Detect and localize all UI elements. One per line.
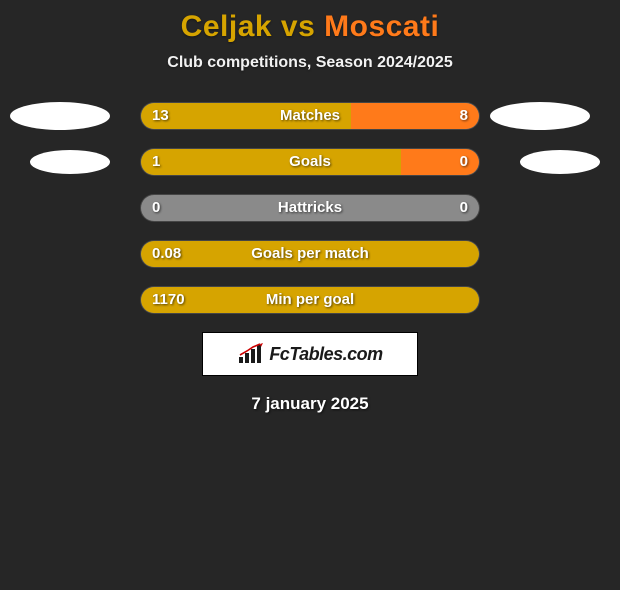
bar-track [140,148,480,176]
bar-segment-left [141,287,479,313]
subtitle: Club competitions, Season 2024/2025 [0,54,620,72]
title-player1: Celjak [181,10,272,43]
decorative-ellipse [10,102,110,130]
bar-row: Goals per match0.08 [0,240,620,268]
bar-row: Hattricks00 [0,194,620,222]
logo-box: FcTables.com [202,332,418,376]
bar-segment-right [351,103,479,129]
title-player2: Moscati [324,10,439,43]
decorative-ellipse [490,102,590,130]
bar-segment-right [401,149,479,175]
bar-track [140,102,480,130]
bar-track [140,286,480,314]
bar-segment-left [141,241,479,267]
bar-segment-left [141,149,401,175]
decorative-ellipse [520,150,600,174]
logo-chart-icon [237,343,263,365]
bar-track [140,194,480,222]
bar-track [140,240,480,268]
bar-segment-left [141,103,351,129]
title-vs: vs [281,10,315,43]
decorative-ellipse [30,150,110,174]
comparison-chart: Matches138Goals10Hattricks00Goals per ma… [0,102,620,314]
page-title: Celjak vs Moscati [0,10,620,44]
date: 7 january 2025 [0,394,620,414]
logo-text: FcTables.com [269,344,382,365]
bar-row: Min per goal1170 [0,286,620,314]
